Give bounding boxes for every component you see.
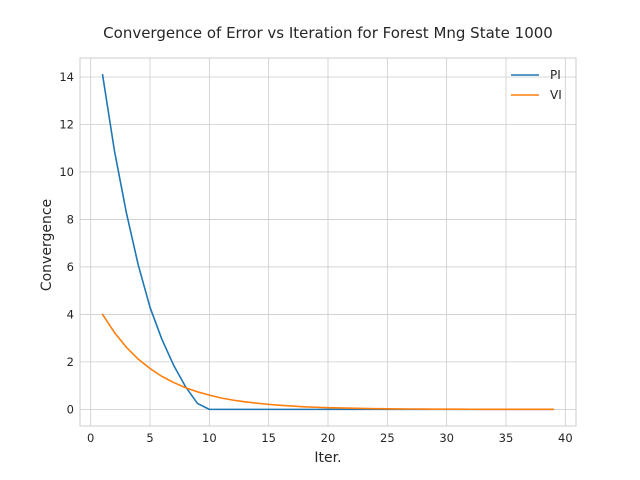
- x-tick-label: 20: [321, 431, 336, 445]
- legend-label-pi: PI: [550, 68, 561, 82]
- y-tick-label: 0: [67, 402, 74, 416]
- x-tick-label: 5: [146, 431, 153, 445]
- y-tick-label: 4: [67, 307, 74, 321]
- y-tick-label: 8: [67, 212, 74, 226]
- y-tick-label: 6: [67, 260, 74, 274]
- x-tick-label: 15: [261, 431, 276, 445]
- series-lines: [101, 73, 555, 411]
- x-tick-label: 25: [380, 431, 395, 445]
- y-axis-ticks: 0 2 4 6 8 10 12 14: [59, 70, 74, 416]
- y-tick-label: 2: [67, 355, 74, 369]
- chart-title: Convergence of Error vs Iteration for Fo…: [103, 24, 553, 42]
- series-line-vi: [101, 313, 555, 411]
- x-axis-ticks: 0 5 10 15 20 25 30 35 40: [87, 431, 573, 445]
- x-tick-label: 10: [202, 431, 217, 445]
- y-tick-label: 14: [59, 70, 74, 84]
- x-axis-label: Iter.: [314, 450, 341, 466]
- plot-area-frame: [79, 57, 577, 427]
- legend-label-vi: VI: [550, 88, 562, 102]
- x-tick-label: 40: [558, 431, 573, 445]
- y-axis-label: Convergence: [39, 199, 55, 291]
- x-tick-label: 0: [87, 431, 94, 445]
- legend: PI VI: [511, 68, 562, 102]
- x-tick-label: 30: [439, 431, 454, 445]
- y-tick-label: 12: [59, 117, 74, 131]
- x-tick-label: 35: [499, 431, 514, 445]
- y-tick-label: 10: [59, 165, 74, 179]
